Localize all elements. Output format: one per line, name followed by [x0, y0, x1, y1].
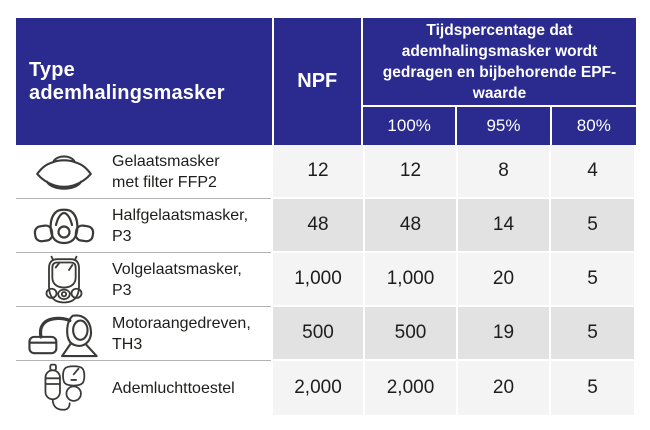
epf-100-value: 12 [363, 145, 456, 199]
mask-type-cell: Halfgelaatsmasker, P3 [16, 199, 271, 253]
ffp2-mask-icon [16, 150, 112, 194]
mask-type-label: Volgelaatsmasker, P3 [112, 260, 242, 299]
table-header: Type ademhalingsmasker NPF Tijdspercenta… [16, 18, 636, 145]
epf-100-value: 2,000 [363, 361, 456, 415]
epf-80-value: 5 [549, 361, 634, 415]
epf-95-value: 20 [456, 253, 549, 307]
mask-type-cell: Gelaatsmasker met filter FFP2 [16, 145, 271, 199]
mask-type-cell: Ademluchttoestel [16, 361, 271, 415]
percent-subheader-row: 100% 95% 80% [363, 105, 636, 145]
mask-type-cell: Volgelaatsmasker, P3 [16, 253, 271, 307]
npf-value: 500 [271, 307, 363, 361]
full-face-mask-icon [16, 255, 112, 305]
column-header-epf-group: Tijdspercentage dat ademhalingsmasker wo… [363, 18, 636, 105]
epf-95-value: 14 [456, 199, 549, 253]
npf-value: 1,000 [271, 253, 363, 307]
mask-type-label: Ademluchttoestel [112, 379, 235, 397]
table-row: Motoraangedreven, TH3 500 500 19 5 [16, 307, 636, 361]
powered-hood-icon [16, 310, 112, 358]
column-header-95pct: 95% [455, 107, 550, 145]
column-header-100pct: 100% [363, 107, 456, 145]
mask-type-label: Motoraangedreven, TH3 [112, 314, 251, 353]
epf-100-value: 500 [363, 307, 456, 361]
mask-type-label: Gelaatsmasker met filter FFP2 [112, 152, 220, 191]
epf-95-value: 19 [456, 307, 549, 361]
table-row: Volgelaatsmasker, P3 1,000 1,000 20 5 [16, 253, 636, 307]
table-row: Halfgelaatsmasker, P3 48 48 14 5 [16, 199, 636, 253]
column-header-80pct: 80% [549, 107, 636, 145]
epf-80-value: 4 [549, 145, 634, 199]
mask-type-label: Halfgelaatsmasker, P3 [112, 206, 249, 245]
epf-80-value: 5 [549, 253, 634, 307]
respirator-table: Type ademhalingsmasker NPF Tijdspercenta… [16, 18, 636, 415]
column-group-epf: Tijdspercentage dat ademhalingsmasker wo… [361, 18, 636, 145]
column-header-npf: NPF [271, 18, 361, 145]
npf-value: 12 [271, 145, 363, 199]
scba-icon [16, 363, 112, 413]
npf-value: 2,000 [271, 361, 363, 415]
table-row: Gelaatsmasker met filter FFP2 12 12 8 4 [16, 145, 636, 199]
half-mask-icon [16, 203, 112, 249]
epf-80-value: 5 [549, 307, 634, 361]
epf-95-value: 8 [456, 145, 549, 199]
column-header-type: Type ademhalingsmasker [16, 18, 272, 145]
epf-100-value: 48 [363, 199, 456, 253]
npf-value: 48 [271, 199, 363, 253]
mask-type-cell: Motoraangedreven, TH3 [16, 307, 271, 361]
table-row: Ademluchttoestel 2,000 2,000 20 5 [16, 361, 636, 415]
epf-95-value: 20 [456, 361, 549, 415]
epf-80-value: 5 [549, 199, 634, 253]
epf-100-value: 1,000 [363, 253, 456, 307]
